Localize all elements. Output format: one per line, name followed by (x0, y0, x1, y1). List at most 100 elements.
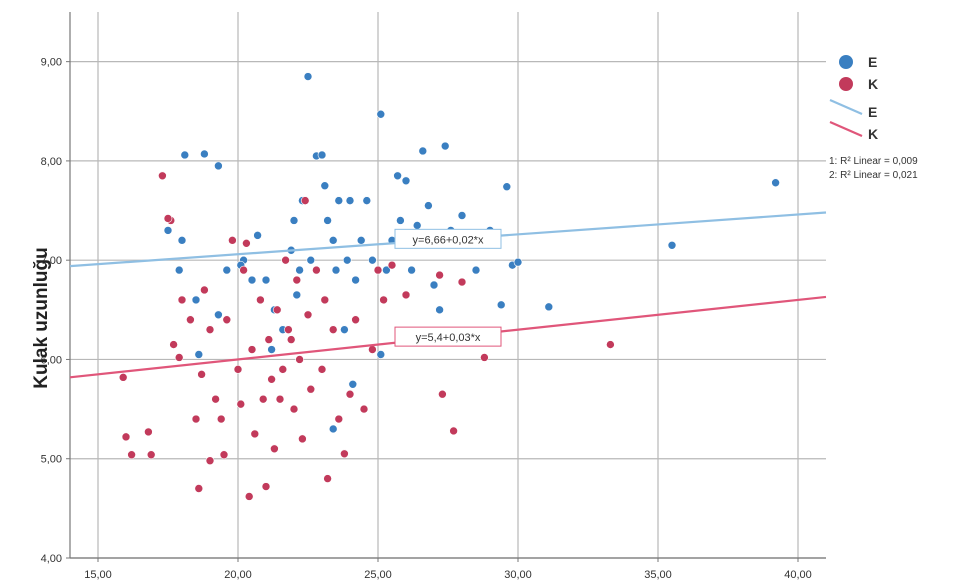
point-e (261, 275, 271, 285)
point-k (163, 214, 173, 223)
x-tick-label: 15,00 (84, 569, 112, 581)
point-k (438, 389, 447, 399)
point-e (247, 275, 257, 285)
point-k (219, 450, 229, 460)
point-k (328, 325, 338, 334)
point-e (368, 255, 377, 265)
point-e (200, 149, 209, 159)
point-k (144, 427, 153, 437)
point-k (340, 449, 349, 459)
point-e (513, 257, 523, 267)
legend-marker-k (839, 77, 853, 91)
point-k (435, 270, 444, 280)
point-k (239, 265, 248, 275)
y-tick-label: 5,00 (41, 454, 62, 466)
point-e (214, 310, 223, 320)
point-e (194, 350, 204, 359)
point-k (284, 325, 293, 334)
point-k (267, 375, 276, 384)
point-k (158, 171, 167, 181)
point-k (606, 340, 615, 349)
y-tick-labels: 4,00 5,00 6,00 7,00 8,00 9,00 (41, 57, 62, 565)
point-e (356, 236, 366, 245)
point-e (376, 350, 386, 359)
point-e (401, 176, 411, 186)
data-points (118, 72, 780, 501)
point-e (667, 240, 677, 250)
point-e (771, 178, 780, 188)
x-tick-label: 40,00 (784, 569, 812, 581)
point-k (169, 340, 178, 349)
point-k (359, 404, 369, 414)
y-tick-label: 4,00 (41, 553, 62, 565)
legend-marker-label: E (868, 54, 877, 70)
point-e (214, 161, 223, 171)
fit-equations: y=6,66+0,02*x y=5,4+0,03*x (394, 228, 502, 347)
point-e (174, 265, 184, 275)
point-e (253, 231, 262, 240)
point-k (286, 335, 296, 344)
point-e (407, 265, 416, 275)
point-k (216, 414, 226, 424)
x-tick-label: 20,00 (224, 569, 252, 581)
point-e (331, 265, 341, 275)
y-axis-label: Kulak uzunluğu (31, 247, 52, 388)
point-k (146, 450, 156, 460)
point-e (320, 181, 330, 191)
point-e (471, 265, 481, 275)
legend-marker-label: K (868, 76, 878, 92)
point-e (412, 221, 422, 230)
point-k (127, 450, 136, 460)
point-k (233, 365, 243, 374)
equation-label-e: y=6,66+0,02*x (413, 234, 484, 246)
point-e (376, 109, 386, 119)
x-tick-labels: 15,00 20,00 25,00 30,00 35,00 40,00 (84, 569, 812, 581)
point-k (205, 456, 215, 466)
y-tick-label: 7,00 (41, 255, 62, 267)
point-k (270, 444, 279, 454)
point-e (429, 280, 439, 290)
point-k (121, 432, 131, 442)
grid-lines (70, 12, 826, 559)
y-tick-label: 6,00 (41, 354, 62, 366)
point-k (275, 394, 285, 404)
legend-line-label: K (868, 126, 878, 142)
point-e (502, 182, 512, 192)
point-k (272, 305, 282, 315)
point-e (222, 265, 232, 275)
point-e (292, 290, 302, 300)
point-k (258, 394, 268, 404)
point-e (191, 295, 201, 305)
legend-line-e (829, 98, 863, 116)
point-k (244, 492, 254, 501)
point-k (300, 196, 310, 205)
point-k (247, 345, 257, 354)
equation-box-k (394, 326, 502, 347)
point-k (236, 399, 246, 409)
y-tick-label: 8,00 (41, 156, 62, 168)
point-k (387, 260, 397, 270)
point-k (174, 353, 184, 362)
point-k (186, 315, 195, 325)
point-k (256, 295, 265, 305)
point-k (242, 239, 251, 248)
x-tick-label: 25,00 (364, 569, 392, 581)
point-e (289, 216, 299, 225)
point-e (267, 345, 276, 354)
point-e (457, 211, 467, 220)
y-tick-label: 9,00 (41, 57, 62, 69)
point-k (289, 404, 299, 414)
point-e (328, 236, 338, 245)
point-k (351, 315, 360, 325)
legend-marker-e (839, 55, 853, 69)
point-k (191, 414, 201, 424)
point-k (457, 277, 467, 287)
point-e (345, 196, 355, 205)
point-k (401, 290, 411, 300)
point-k (334, 414, 344, 424)
point-k (303, 310, 313, 320)
point-k (264, 335, 274, 344)
point-k (298, 434, 307, 444)
x-tick-label: 30,00 (504, 569, 532, 581)
